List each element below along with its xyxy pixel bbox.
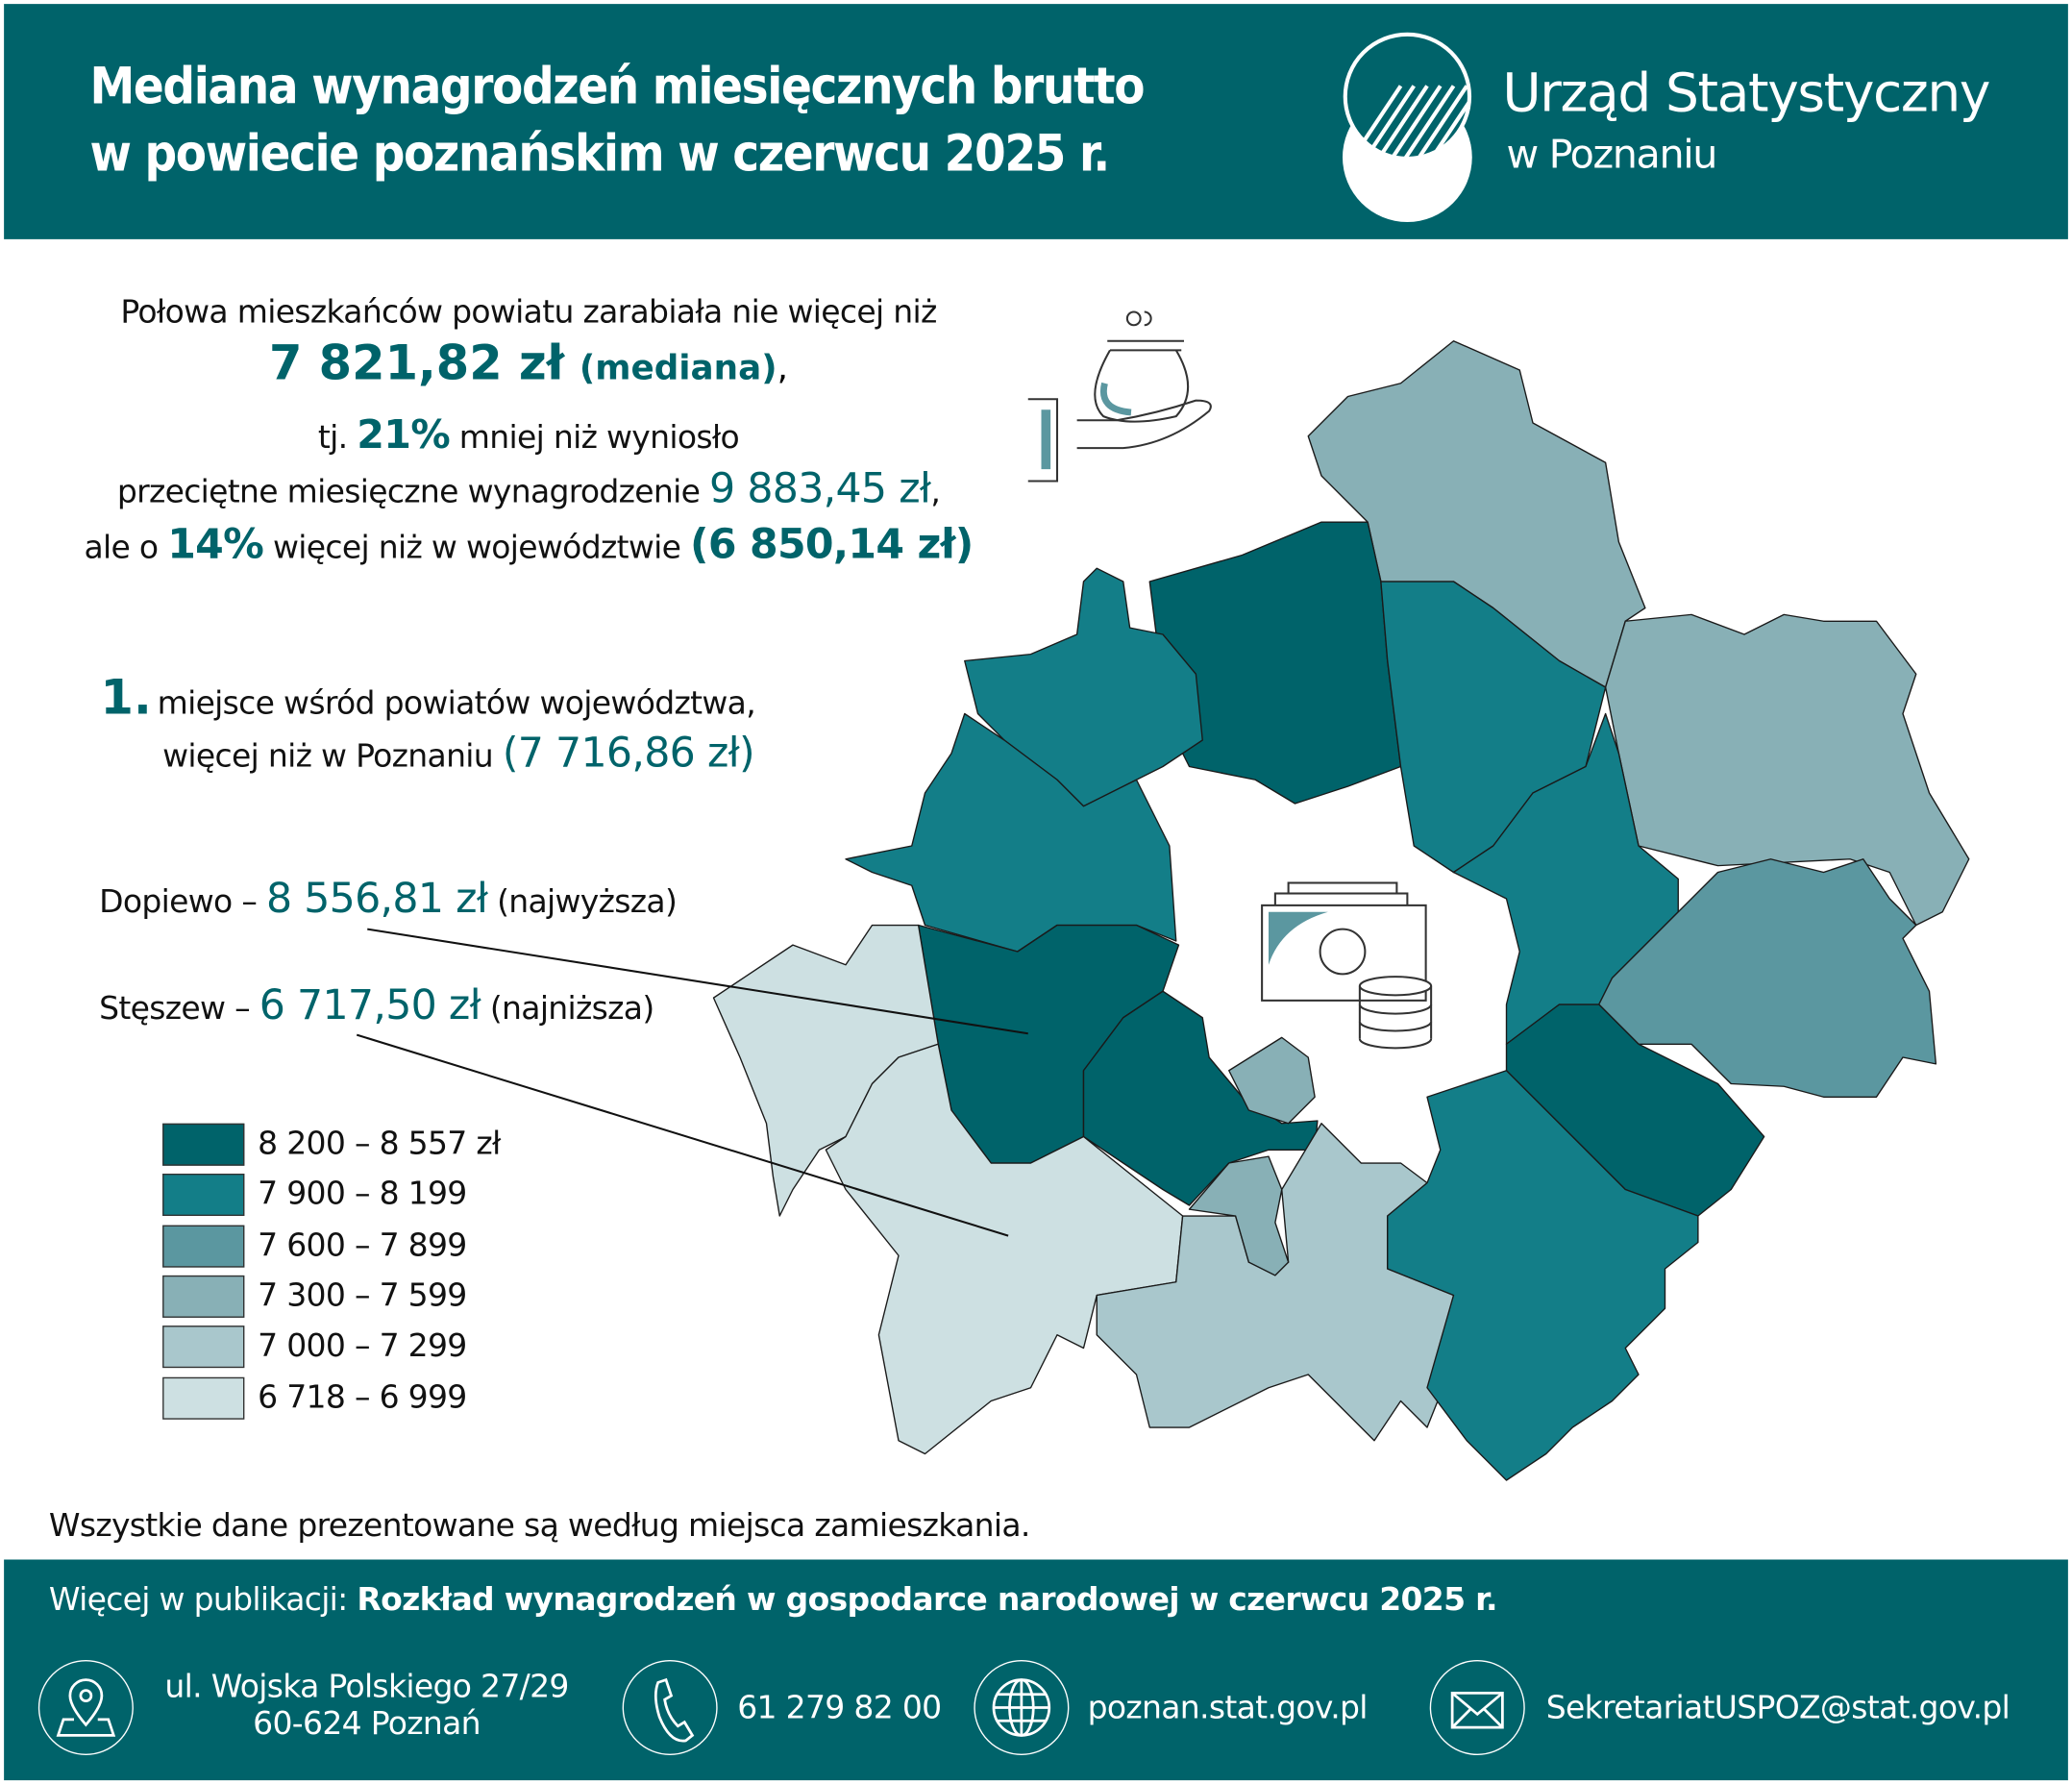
highest-label: Dopiewo – 8 556,81 zł (najwyższa) bbox=[99, 875, 678, 923]
median-label: (mediana) bbox=[579, 349, 777, 389]
summary-median: 7 821,82 zł (mediana), bbox=[269, 336, 788, 391]
rank-line-1: miejsce wśród powiatów województwa, bbox=[157, 684, 756, 722]
legend-swatch bbox=[162, 1275, 245, 1318]
residence-note: Wszystkie dane prezentowane są według mi… bbox=[48, 1506, 1030, 1545]
map-region-gmina bbox=[825, 1043, 1184, 1455]
lowest-pointer-line bbox=[356, 1033, 1009, 1237]
map-region-gmina bbox=[1188, 1155, 1290, 1276]
summary-line-4: przeciętne miesięczne wynagrodzenie 9 88… bbox=[116, 465, 941, 513]
legend-label: 8 200 – 8 557 zł bbox=[258, 1125, 501, 1162]
legend-label: 7 600 – 7 899 bbox=[258, 1226, 467, 1263]
phone-number[interactable]: 61 279 82 00 bbox=[737, 1689, 942, 1726]
logo-icon bbox=[1343, 32, 1472, 222]
email-link[interactable]: SekretariatUSPOZ@stat.gov.pl bbox=[1545, 1689, 2010, 1726]
legend-swatch bbox=[162, 1123, 245, 1166]
summary-line-1: Połowa mieszkańców powiatu zarabiała nie… bbox=[120, 293, 937, 331]
map-region-gmina bbox=[1387, 1070, 1699, 1481]
highest-pointer-line bbox=[367, 928, 1028, 1035]
address: ul. Wojska Polskiego 27/29 60-624 Poznań bbox=[164, 1668, 569, 1743]
rank-line-2: więcej niż w Poznaniu (7 716,86 zł) bbox=[162, 730, 755, 778]
summary-line-5: ale o 14% więcej niż w województwie (6 8… bbox=[84, 520, 974, 569]
map-region-gmina bbox=[1228, 1036, 1316, 1125]
legend-swatch bbox=[162, 1326, 245, 1369]
map-pin-icon bbox=[37, 1660, 134, 1755]
legend-label: 7 900 – 8 199 bbox=[258, 1175, 467, 1213]
website-link[interactable]: poznan.stat.gov.pl bbox=[1087, 1689, 1369, 1726]
summary-line-3: tj. 21% mniej niż wyniosło bbox=[317, 412, 740, 459]
cash-coins-icon bbox=[1261, 881, 1433, 1050]
title-line-1: Mediana wynagrodzeń miesięcznych brutto bbox=[89, 57, 1146, 115]
legend-swatch bbox=[162, 1376, 245, 1420]
publication-link[interactable]: Rozkład wynagrodzeń w gospodarce narodow… bbox=[357, 1580, 1497, 1619]
median-value: 7 821,82 zł bbox=[269, 336, 565, 391]
publication-reference: Więcej w publikacji: Rozkład wynagrodzeń… bbox=[48, 1580, 1498, 1619]
hand-money-pot-icon bbox=[1027, 310, 1212, 483]
header-banner bbox=[4, 4, 2068, 239]
map-region-gmina bbox=[1082, 990, 1319, 1206]
logo-subtitle: w Poznaniu bbox=[1506, 132, 1718, 179]
map-region-gmina bbox=[1598, 858, 1937, 1098]
legend-label: 6 718 – 6 999 bbox=[258, 1377, 467, 1415]
title-line-2: w powiecie poznańskim w czerwcu 2025 r. bbox=[89, 124, 1111, 183]
envelope-icon bbox=[1429, 1660, 1525, 1755]
lowest-label: Stęszew – 6 717,50 zł (najniższa) bbox=[99, 981, 654, 1030]
logo-name: Urząd Statystyczny bbox=[1502, 63, 1990, 125]
legend-swatch bbox=[162, 1225, 245, 1268]
page-title: Mediana wynagrodzeń miesięcznych brutto … bbox=[89, 53, 1146, 187]
rank-number: 1. bbox=[100, 671, 152, 726]
legend-label: 7 300 – 7 599 bbox=[258, 1276, 467, 1314]
phone-icon bbox=[622, 1660, 718, 1755]
legend-label: 7 000 – 7 299 bbox=[258, 1326, 467, 1365]
globe-icon bbox=[974, 1660, 1070, 1755]
legend-swatch bbox=[162, 1174, 245, 1217]
